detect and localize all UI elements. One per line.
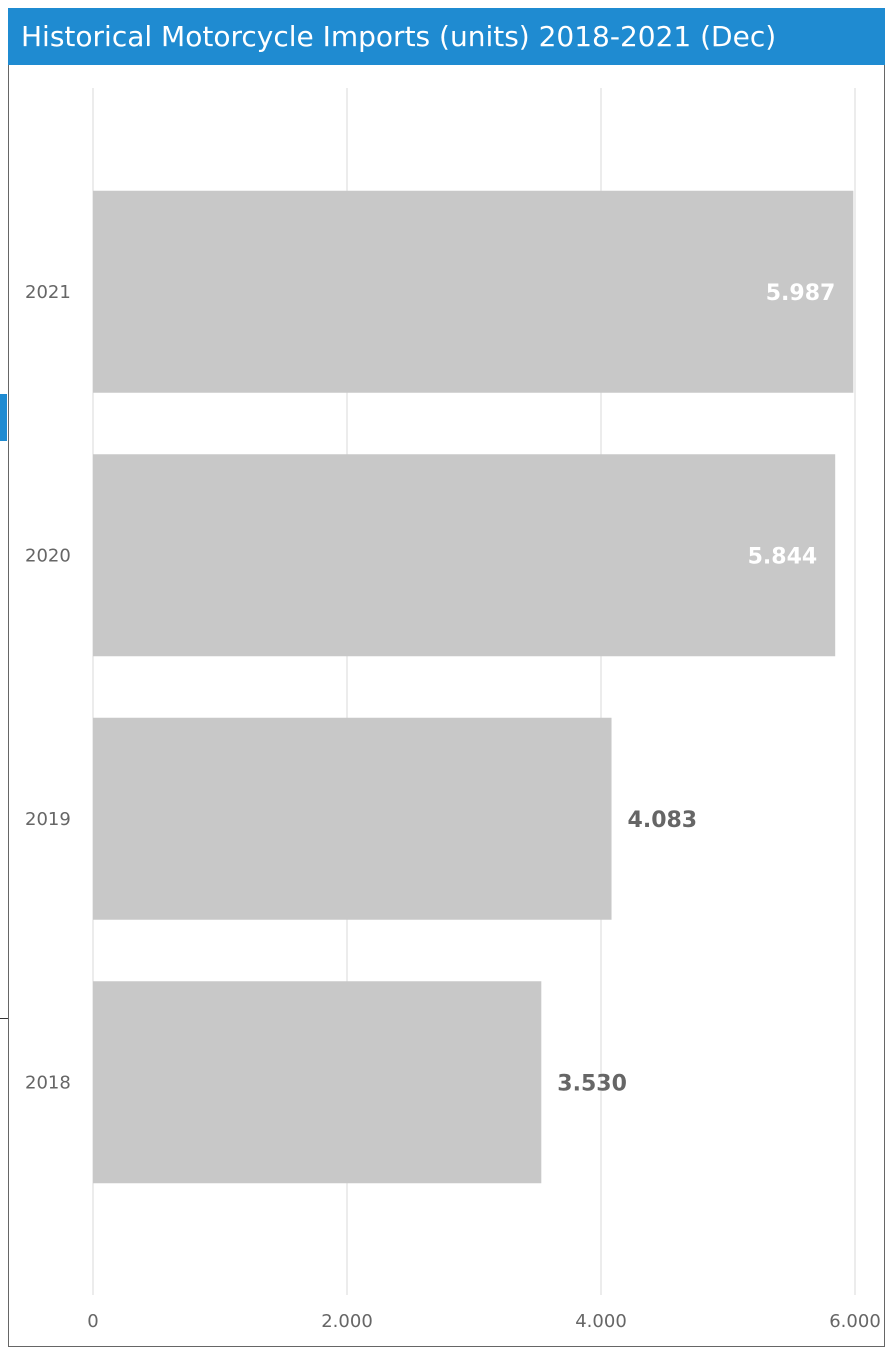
- data-label: 3.530: [557, 1071, 627, 1096]
- x-tick-label: 2.000: [321, 1311, 373, 1332]
- bars: [93, 190, 854, 1184]
- bar: [93, 190, 854, 393]
- data-labels: 5.987 5.844 4.083 3.530: [557, 281, 835, 1097]
- data-label: 5.844: [748, 544, 818, 569]
- bar: [93, 717, 612, 920]
- chart-title: Historical Motorcycle Imports (units) 20…: [8, 8, 885, 65]
- side-tab-marker: [0, 394, 7, 441]
- x-axis-tick-labels: 0 2.000 4.000 6.000: [87, 1311, 880, 1332]
- data-label: 4.083: [628, 808, 698, 833]
- category-label: 2021: [25, 282, 71, 303]
- category-label: 2019: [25, 809, 71, 830]
- category-label: 2018: [25, 1072, 71, 1093]
- x-tick-label: 6.000: [829, 1311, 881, 1332]
- data-label: 5.987: [766, 281, 836, 306]
- bar: [93, 454, 836, 657]
- x-tick-label: 4.000: [575, 1311, 627, 1332]
- bar: [93, 981, 542, 1184]
- x-tick-label: 0: [87, 1311, 98, 1332]
- side-divider-line: [0, 1018, 8, 1019]
- category-labels: 2021 2020 2019 2018: [25, 282, 71, 1094]
- category-label: 2020: [25, 545, 71, 566]
